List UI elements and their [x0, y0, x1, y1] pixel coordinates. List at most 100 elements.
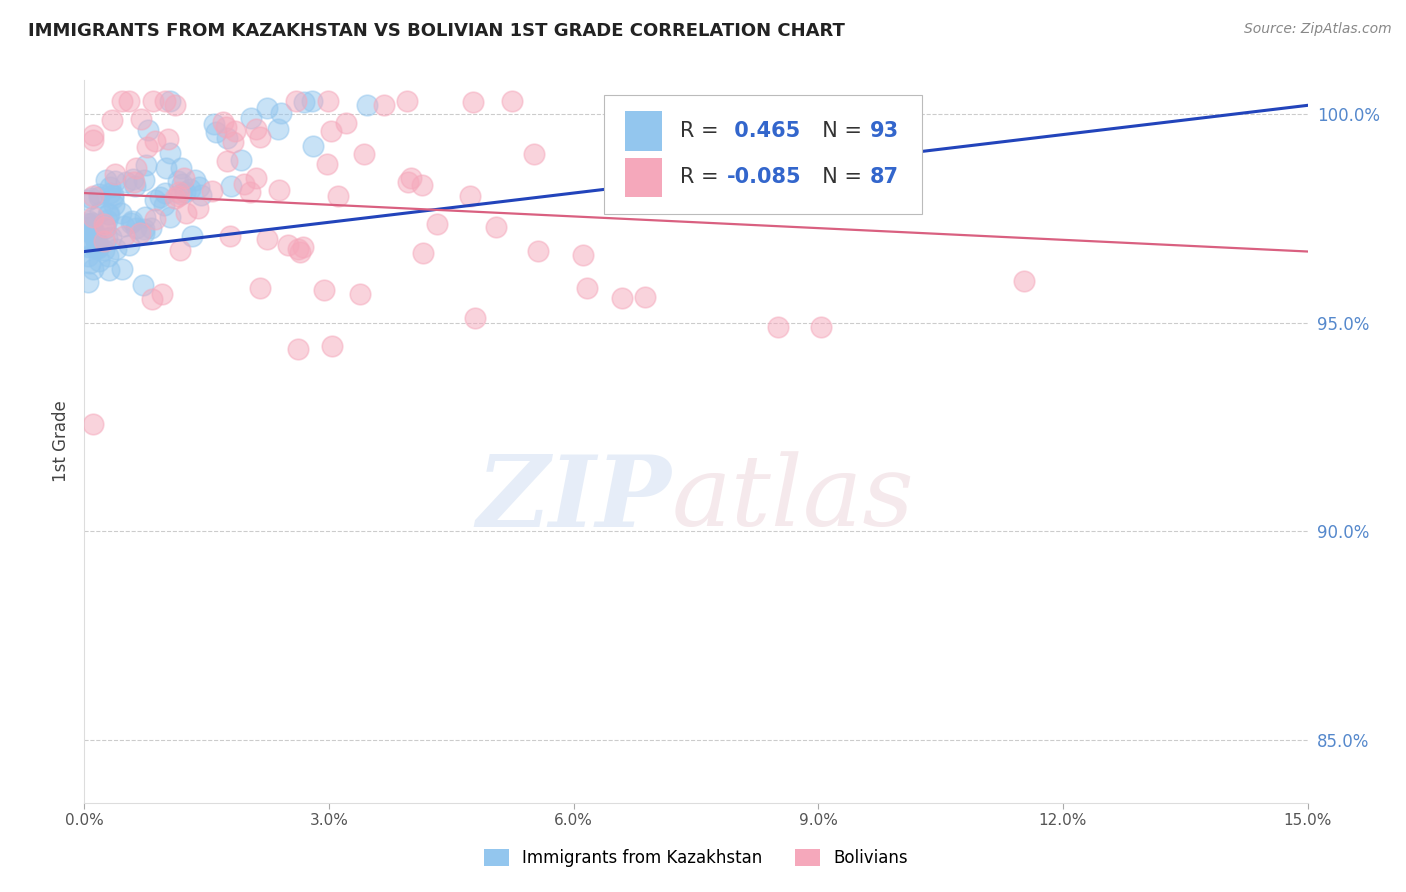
Point	[100, 229, 122, 244]
Point	[77, 215, 100, 229]
Point	[634, 290, 657, 304]
Point	[135, 158, 157, 172]
Point	[173, 170, 195, 185]
Point	[167, 185, 190, 199]
Text: R =: R =	[681, 168, 725, 187]
Point	[79, 217, 101, 231]
Point	[700, 163, 723, 178]
Point	[82, 133, 104, 147]
Point	[302, 139, 325, 153]
Point	[159, 210, 181, 224]
Point	[159, 145, 181, 160]
Point	[82, 128, 104, 142]
Point	[316, 157, 339, 171]
Point	[165, 192, 187, 206]
Point	[79, 214, 101, 228]
Point	[267, 121, 290, 136]
Point	[97, 207, 120, 221]
Point	[215, 153, 238, 168]
Point	[142, 94, 165, 108]
Point	[356, 98, 378, 112]
Point	[183, 173, 205, 187]
Bar	[626, 112, 662, 151]
Point	[373, 98, 395, 112]
Point	[411, 178, 433, 192]
Point	[396, 94, 419, 108]
Point	[145, 211, 167, 226]
Point	[104, 167, 127, 181]
Point	[523, 146, 546, 161]
Point	[112, 219, 135, 234]
Point	[134, 211, 156, 225]
Point	[132, 222, 155, 236]
Point	[169, 187, 191, 202]
Point	[287, 242, 309, 256]
Point	[136, 123, 159, 137]
Point	[222, 135, 245, 149]
Point	[485, 220, 508, 235]
Text: Source: ZipAtlas.com: Source: ZipAtlas.com	[1244, 22, 1392, 37]
Point	[86, 240, 108, 254]
Point	[134, 173, 156, 187]
Point	[97, 249, 120, 263]
Point	[396, 175, 419, 189]
Point	[77, 249, 100, 263]
Point	[287, 342, 309, 356]
Point	[211, 114, 233, 128]
Point	[256, 231, 278, 245]
Point	[77, 275, 100, 289]
Point	[153, 94, 176, 108]
Point	[157, 132, 180, 146]
Point	[83, 225, 105, 239]
Point	[97, 263, 120, 277]
Point	[232, 177, 254, 191]
Point	[321, 124, 343, 138]
Point	[169, 243, 191, 257]
Bar	[626, 158, 662, 197]
Point	[87, 190, 110, 204]
Point	[179, 182, 201, 196]
Point	[292, 95, 315, 109]
Point	[249, 130, 271, 145]
Point	[166, 174, 188, 188]
Point	[79, 256, 101, 270]
Point	[84, 241, 107, 255]
Point	[219, 228, 242, 243]
Point	[159, 94, 181, 108]
Point	[284, 94, 307, 108]
Point	[256, 101, 278, 115]
Text: N =: N =	[808, 168, 868, 187]
Point	[464, 310, 486, 325]
Point	[96, 213, 118, 227]
Point	[766, 320, 789, 334]
Point	[229, 153, 252, 167]
Point	[215, 130, 238, 145]
Point	[204, 125, 226, 139]
Point	[84, 231, 107, 245]
Point	[170, 161, 193, 176]
Point	[93, 244, 115, 258]
Point	[136, 140, 159, 154]
Point	[245, 122, 267, 136]
Point	[128, 227, 150, 241]
Point	[82, 189, 104, 203]
Point	[527, 244, 550, 258]
Point	[131, 112, 153, 127]
Point	[87, 186, 110, 201]
Point	[173, 186, 195, 200]
Point	[94, 219, 117, 234]
Point	[124, 179, 146, 194]
Text: 87: 87	[870, 168, 898, 187]
Point	[267, 183, 290, 197]
Point	[501, 94, 523, 108]
Point	[125, 221, 148, 235]
Point	[141, 293, 163, 307]
Point	[87, 254, 110, 268]
Point	[215, 120, 238, 135]
Point	[77, 239, 100, 253]
Point	[83, 229, 105, 244]
Point	[101, 192, 124, 206]
Point	[82, 216, 104, 230]
Point	[121, 216, 143, 230]
Point	[115, 175, 138, 189]
